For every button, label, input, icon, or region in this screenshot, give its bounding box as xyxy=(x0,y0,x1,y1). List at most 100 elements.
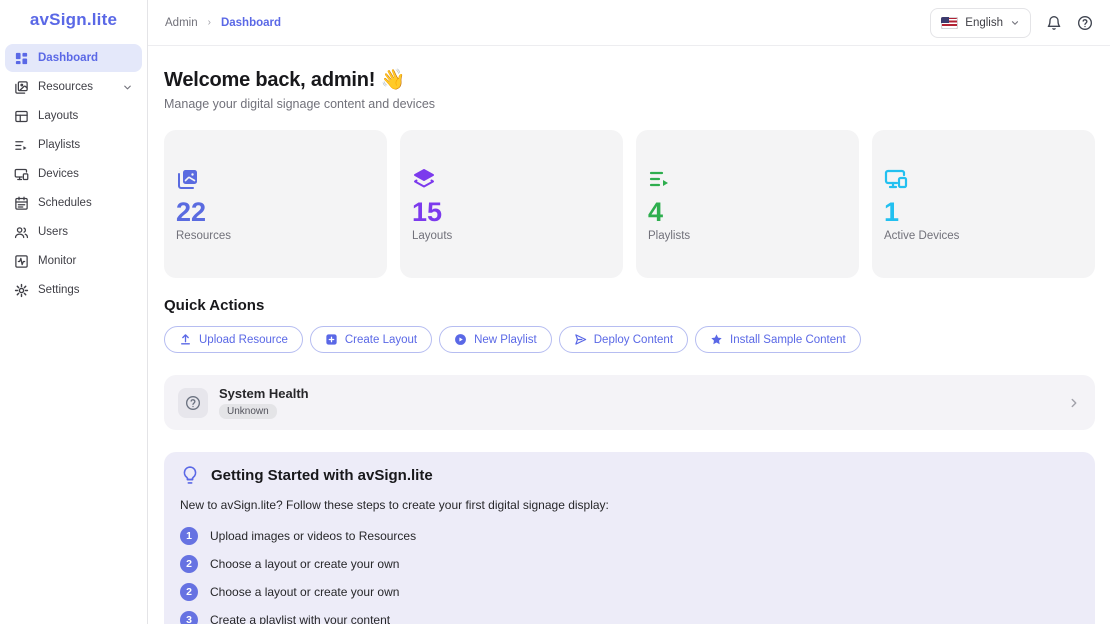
sidebar-item-label: Monitor xyxy=(38,255,77,267)
button-label: New Playlist xyxy=(474,333,537,346)
stat-value: 15 xyxy=(412,197,443,227)
language-selector[interactable]: English xyxy=(930,7,1031,38)
sidebar-item-users[interactable]: Users xyxy=(5,218,142,246)
button-label: Deploy Content xyxy=(593,333,674,346)
playlist-icon xyxy=(649,171,668,187)
health-icon-wrap xyxy=(178,387,208,418)
images-icon xyxy=(178,170,197,189)
sidebar-item-label: Resources xyxy=(38,81,93,93)
upload-resource-button[interactable]: Upload Resource xyxy=(164,326,303,353)
sidebar-item-dashboard[interactable]: Dashboard xyxy=(5,44,142,72)
sidebar-item-label: Layouts xyxy=(38,110,79,122)
stat-card-playlists: 4 Playlists xyxy=(636,130,859,278)
send-icon xyxy=(575,334,586,345)
lightbulb-icon xyxy=(183,466,197,484)
app-logo: avSign.lite xyxy=(29,10,118,29)
step-text: Upload images or videos to Resources xyxy=(210,529,417,543)
topbar: Admin › Dashboard English xyxy=(148,0,1110,46)
gear-icon xyxy=(14,283,29,297)
chevron-right-icon xyxy=(1067,396,1081,410)
help-icon xyxy=(186,395,200,410)
layers-icon xyxy=(414,169,434,188)
getting-started-header: Getting Started with avSign.lite xyxy=(180,465,1079,485)
sidebar-item-layouts[interactable]: Layouts xyxy=(5,102,142,130)
stat-label: Resources xyxy=(176,230,231,243)
playlist-icon xyxy=(15,140,27,150)
deploy-content-button[interactable]: Deploy Content xyxy=(558,326,689,353)
button-label: Install Sample Content xyxy=(730,333,846,346)
stat-label: Active Devices xyxy=(884,230,960,243)
us-flag-icon xyxy=(941,16,959,29)
upload-icon xyxy=(181,334,190,345)
help-icon xyxy=(1078,15,1092,30)
breadcrumb-dashboard[interactable]: Dashboard xyxy=(220,16,282,29)
sidebar-item-settings[interactable]: Settings xyxy=(5,276,142,304)
install-sample-content-button[interactable]: Install Sample Content xyxy=(695,326,861,353)
step-number-badge: 1 xyxy=(180,527,198,545)
topbar-actions: English xyxy=(930,7,1093,38)
page-subtitle: Manage your digital signage content and … xyxy=(164,97,436,111)
help-button[interactable] xyxy=(1077,15,1093,31)
getting-started-step: 1 Upload images or videos to Resources xyxy=(180,527,1079,545)
page-title: Welcome back, admin! 👋 xyxy=(164,69,406,91)
language-label: English xyxy=(965,16,1003,29)
getting-started-step: 3 Create a playlist with your content xyxy=(180,611,1079,624)
chevron-down-icon xyxy=(124,85,131,89)
users-icon xyxy=(14,226,29,238)
sidebar-item-label: Dashboard xyxy=(38,52,99,64)
step-text: Choose a layout or create your own xyxy=(210,557,400,571)
stat-value: 4 xyxy=(648,197,664,227)
images-icon xyxy=(15,80,28,94)
bell-icon xyxy=(1047,15,1061,30)
sidebar-item-label: Settings xyxy=(38,284,80,296)
breadcrumb-separator: › xyxy=(207,17,211,28)
notifications-button[interactable] xyxy=(1046,15,1062,31)
getting-started-title: Getting Started with avSign.lite xyxy=(211,466,433,484)
button-label: Create Layout xyxy=(344,333,418,346)
stat-value: 1 xyxy=(884,197,900,227)
health-status-badge: Unknown xyxy=(219,404,277,419)
getting-started-step: 2 Choose a layout or create your own xyxy=(180,583,1079,601)
devices-icon xyxy=(884,169,908,189)
stat-value: 22 xyxy=(176,197,207,227)
stat-card-layouts: 15 Layouts xyxy=(400,130,623,278)
devices-icon xyxy=(14,168,29,180)
sidebar-item-label: Devices xyxy=(38,168,79,180)
quick-actions-title: Quick Actions xyxy=(164,297,265,314)
stat-label: Playlists xyxy=(648,230,691,243)
create-layout-button[interactable]: Create Layout xyxy=(309,326,433,353)
sidebar-item-schedules[interactable]: Schedules xyxy=(5,189,142,217)
sidebar-item-playlists[interactable]: Playlists xyxy=(5,131,142,159)
chevron-down-icon xyxy=(1011,20,1019,25)
new-playlist-button[interactable]: New Playlist xyxy=(439,326,552,353)
stat-card-active-devices: 1 Active Devices xyxy=(872,130,1095,278)
main-area: Admin › Dashboard English Welcome back, … xyxy=(148,0,1110,624)
breadcrumb-admin[interactable]: Admin xyxy=(165,16,198,29)
dashboard-icon xyxy=(15,52,28,64)
sidebar-item-label: Schedules xyxy=(38,197,92,209)
quick-actions-row: Upload Resource Create Layout New Playli… xyxy=(164,326,1095,353)
sidebar-item-label: Users xyxy=(38,226,69,238)
getting-started-intro: New to avSign.lite? Follow these steps t… xyxy=(180,498,609,512)
sidebar-item-resources[interactable]: Resources xyxy=(5,73,142,101)
activity-icon xyxy=(15,254,28,268)
system-health-card[interactable]: System Health Unknown xyxy=(164,375,1095,430)
sidebar-item-devices[interactable]: Devices xyxy=(5,160,142,188)
getting-started-card: Getting Started with avSign.lite New to … xyxy=(164,452,1095,624)
stat-card-resources: 22 Resources xyxy=(164,130,387,278)
step-text: Create a playlist with your content xyxy=(210,613,391,624)
calendar-icon xyxy=(15,196,28,210)
health-title: System Health xyxy=(219,386,309,401)
step-number-badge: 3 xyxy=(180,611,198,624)
square-plus-icon xyxy=(326,334,337,345)
circle-play-icon xyxy=(455,334,467,345)
sidebar: avSign.lite Dashboard Resources Layouts … xyxy=(0,0,148,624)
dashboard-content: Welcome back, admin! 👋 Manage your digit… xyxy=(148,46,1110,624)
health-info: System Health Unknown xyxy=(219,386,309,419)
step-text: Choose a layout or create your own xyxy=(210,585,400,599)
stat-label: Layouts xyxy=(412,230,453,243)
sidebar-item-monitor[interactable]: Monitor xyxy=(5,247,142,275)
sidebar-item-label: Playlists xyxy=(38,139,81,151)
getting-started-step: 2 Choose a layout or create your own xyxy=(180,555,1079,573)
